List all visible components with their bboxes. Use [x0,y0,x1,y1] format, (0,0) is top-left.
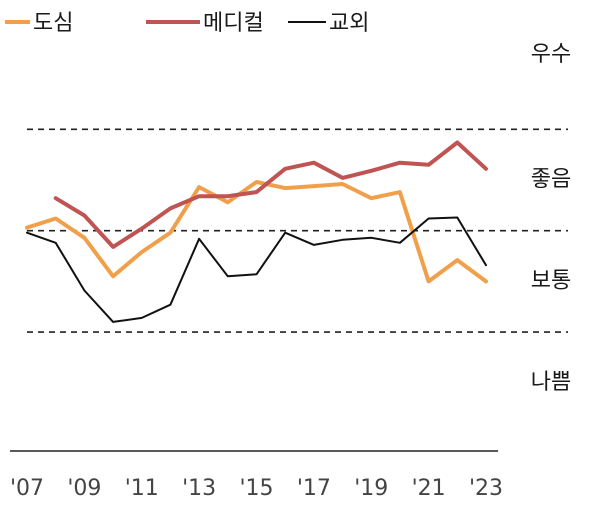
series-line-0 [25,180,488,284]
x-tick-label-3: '13 [182,476,216,501]
x-tick-label-2: '11 [125,476,159,501]
legend-label-medical: 메디컬 [203,11,264,36]
x-tick-label-8: '23 [469,476,503,501]
series-lines [25,140,488,323]
x-tick-label-7: '21 [412,476,446,501]
series-line-2 [26,216,487,323]
series-line-1 [53,140,488,249]
band-lines [27,128,568,333]
x-tick-label-5: '17 [297,476,331,501]
legend-label-suburban: 교외 [329,11,369,36]
x-tick-labels: '07 '09 '11 '13 '15 '17 '19 '21 '23 [10,476,503,501]
band-label-3: 나쁨 [531,370,571,395]
x-tick-label-6: '19 [354,476,388,501]
legend-label-dosim: 도심 [33,11,73,36]
band-label-2: 보통 [531,268,571,293]
x-tick-label-4: '15 [239,476,273,501]
band-label-0: 우수 [531,42,571,67]
legend: 도심 메디컬 교외 [5,11,369,36]
x-tick-label-0: '07 [10,476,44,501]
x-tick-label-1: '09 [67,476,101,501]
band-label-1: 좋음 [531,167,571,192]
